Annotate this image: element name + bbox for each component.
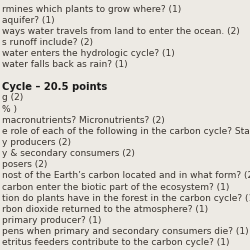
Text: primary producer? (1): primary producer? (1) xyxy=(2,216,102,225)
Text: y & secondary consumers (2): y & secondary consumers (2) xyxy=(2,149,135,158)
Text: % ): % ) xyxy=(2,104,17,114)
Text: y producers (2): y producers (2) xyxy=(2,138,71,147)
Text: nost of the Earth’s carbon located and in what form? (2): nost of the Earth’s carbon located and i… xyxy=(2,172,250,180)
Text: posers (2): posers (2) xyxy=(2,160,48,169)
Text: Cycle – 20.5 points: Cycle – 20.5 points xyxy=(2,82,107,92)
Text: ways water travels from land to enter the ocean. (2): ways water travels from land to enter th… xyxy=(2,27,240,36)
Text: s runoff include? (2): s runoff include? (2) xyxy=(2,38,93,47)
Text: e role of each of the following in the carbon cycle? State an example: e role of each of the following in the c… xyxy=(2,127,250,136)
Text: carbon enter the biotic part of the ecosystem? (1): carbon enter the biotic part of the ecos… xyxy=(2,182,230,192)
Text: macronutrients? Micronutrients? (2): macronutrients? Micronutrients? (2) xyxy=(2,116,165,125)
Text: water enters the hydrologic cycle? (1): water enters the hydrologic cycle? (1) xyxy=(2,49,175,58)
Text: aquifer? (1): aquifer? (1) xyxy=(2,16,54,25)
Text: g (2): g (2) xyxy=(2,94,23,102)
Text: pens when primary and secondary consumers die? (1): pens when primary and secondary consumer… xyxy=(2,227,248,236)
Text: water falls back as rain? (1): water falls back as rain? (1) xyxy=(2,60,128,69)
Text: rbon dioxide returned to the atmosphere? (1): rbon dioxide returned to the atmosphere?… xyxy=(2,205,208,214)
Text: rmines which plants to grow where? (1): rmines which plants to grow where? (1) xyxy=(2,4,181,14)
Text: tion do plants have in the forest in the carbon cycle? (1): tion do plants have in the forest in the… xyxy=(2,194,250,202)
Text: etritus feeders contribute to the carbon cycle? (1): etritus feeders contribute to the carbon… xyxy=(2,238,230,247)
